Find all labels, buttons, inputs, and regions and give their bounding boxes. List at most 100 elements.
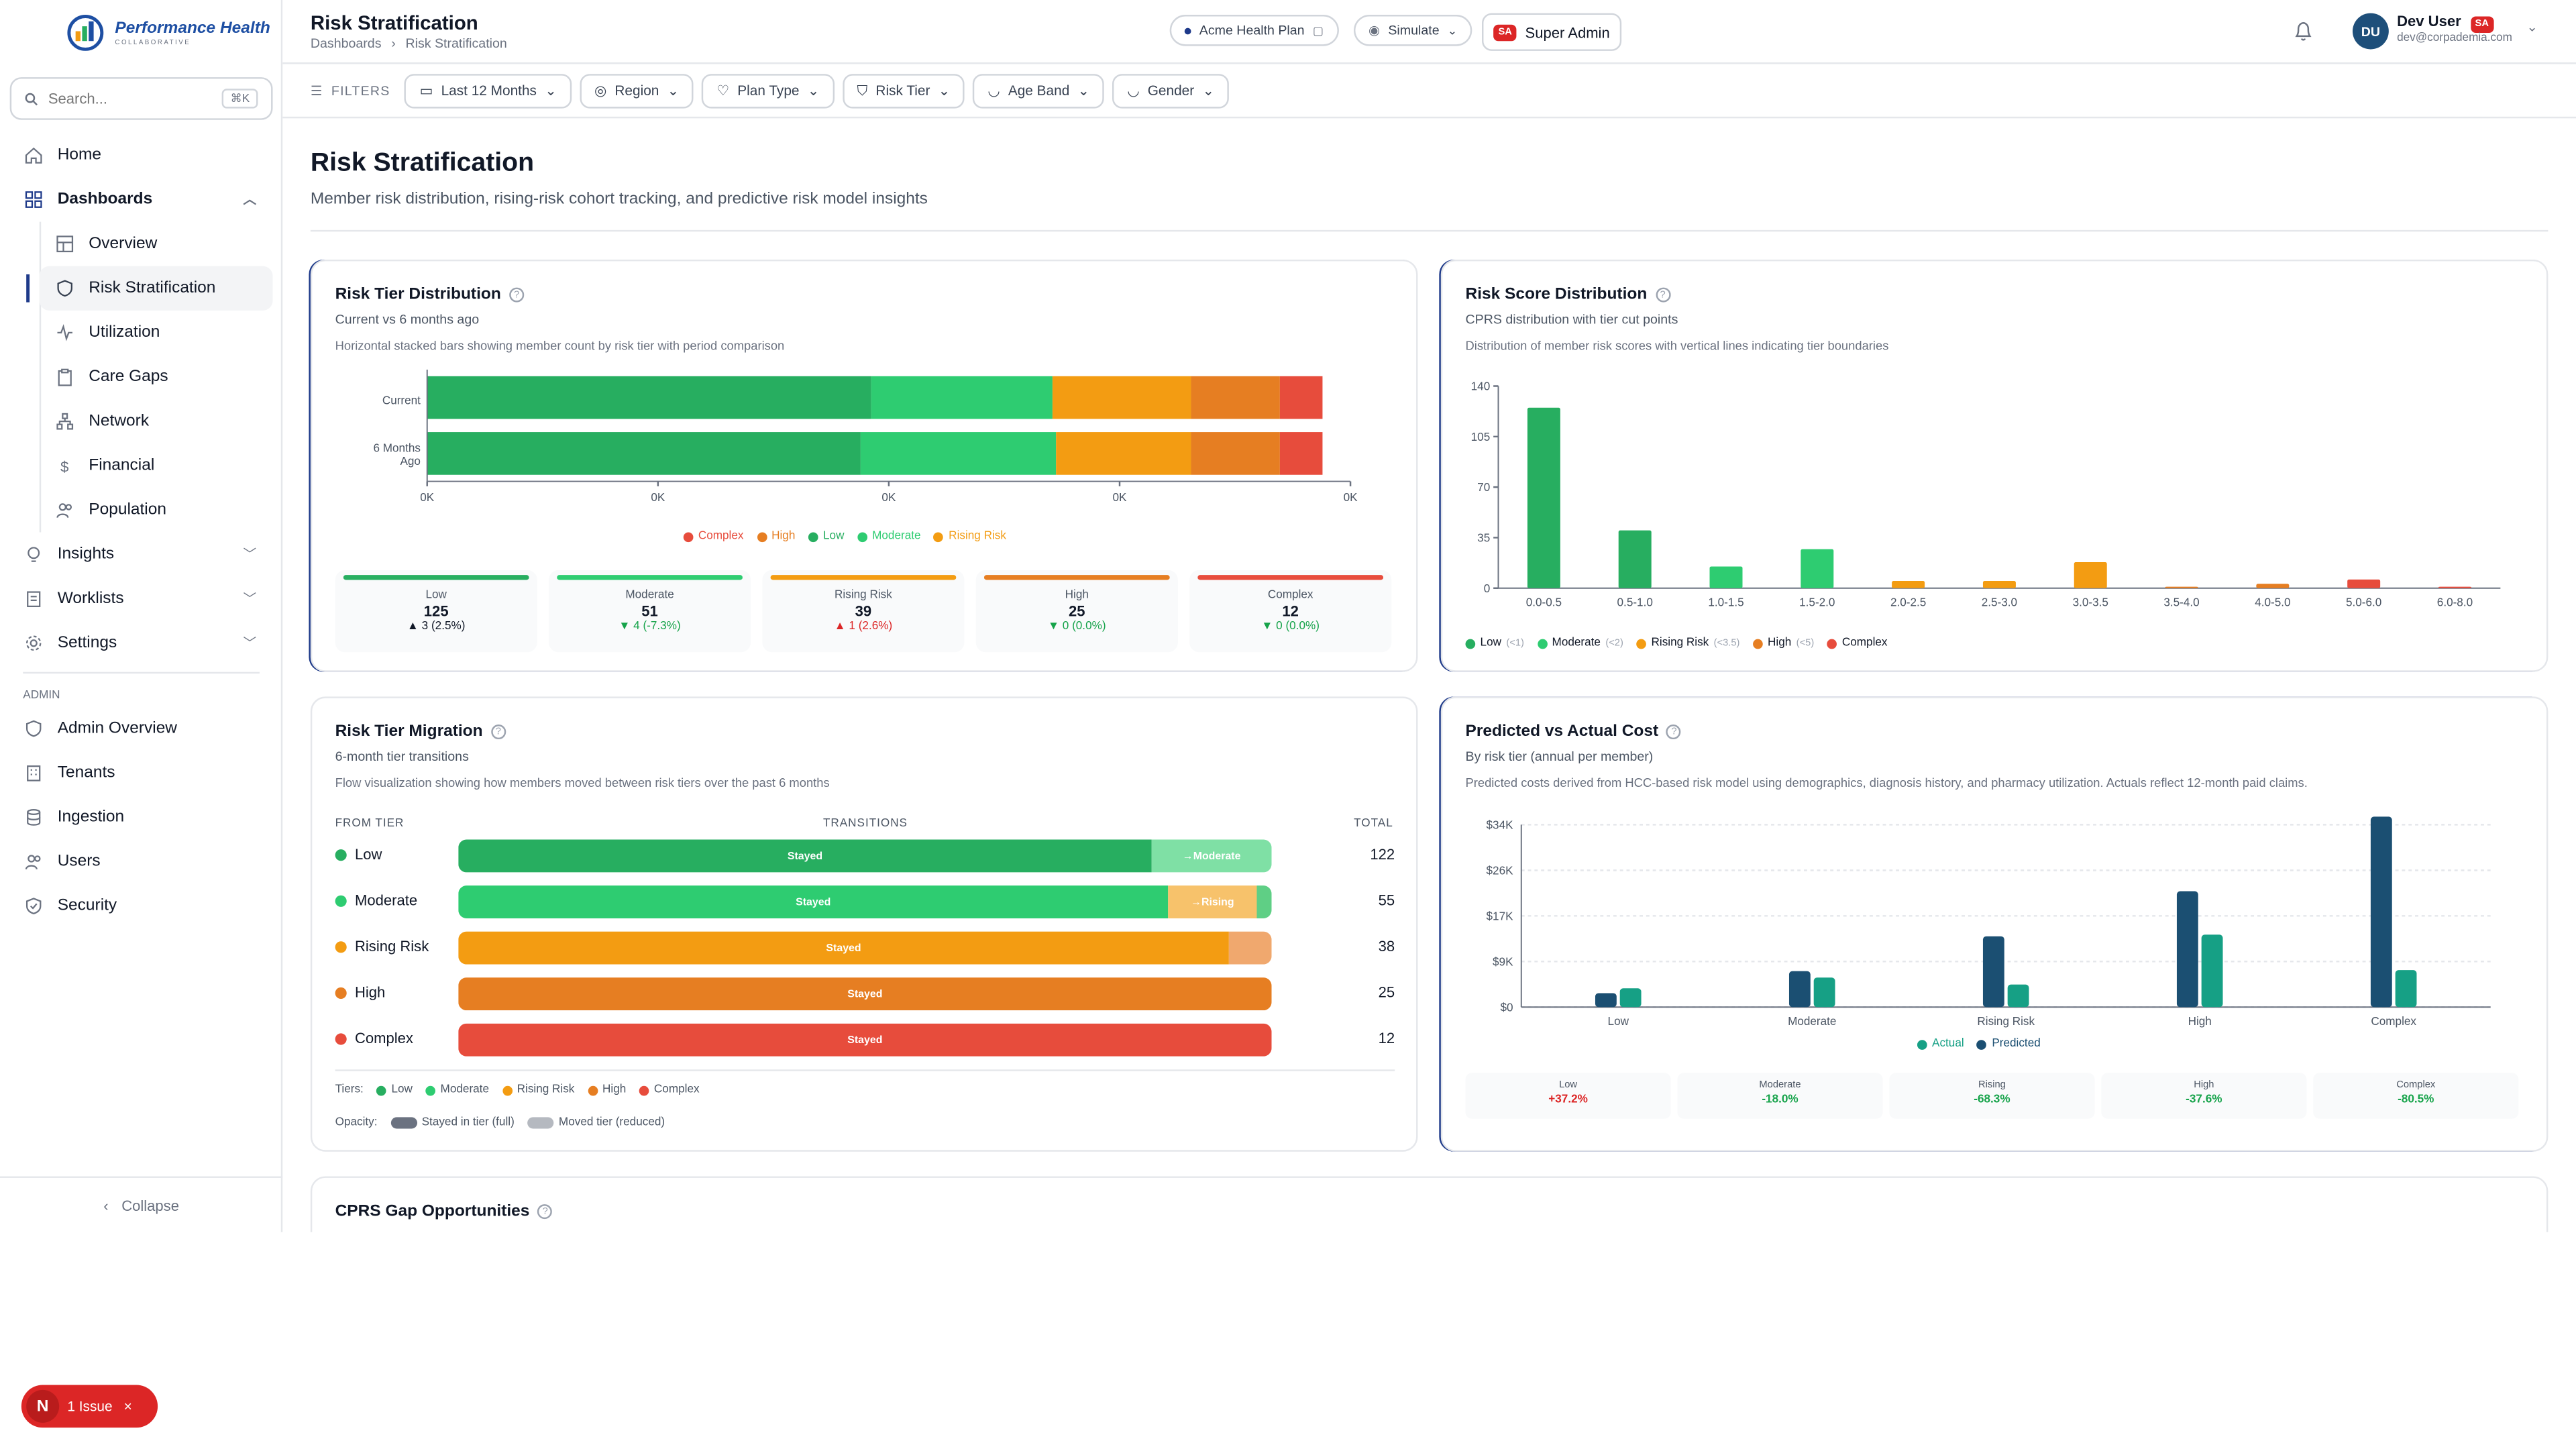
moved-segment[interactable]: →Moderate [1151, 839, 1272, 873]
row-total: 25 [1378, 983, 1395, 1001]
stayed-segment[interactable]: Stayed [458, 977, 1272, 1011]
collapse-label: Collapse [121, 1197, 179, 1214]
sidebar-item-settings[interactable]: Settings ﹀ [0, 621, 282, 665]
sidebar: Performance Health COLLABORATIVE ⌘K Home… [0, 0, 283, 1232]
card-title: Risk Tier Migration? [335, 723, 506, 741]
collapse-button[interactable]: ‹ Collapse [0, 1176, 283, 1232]
home-icon [25, 147, 42, 164]
moved-segment[interactable]: →Rising [1168, 885, 1257, 918]
help-icon[interactable]: ? [537, 1204, 553, 1220]
stat-color-bar [343, 575, 529, 580]
x-tick-label: 3.0-3.5 [2073, 596, 2108, 609]
filter-date-range[interactable]: ▭ Last 12 Months ⌄ [405, 72, 572, 108]
y-tick-label: $17K [1487, 909, 1514, 922]
stayed-segment[interactable]: Stayed [458, 931, 1229, 965]
transition-bar: Stayed [458, 1023, 1272, 1057]
legend-label: Actual [1932, 1038, 1964, 1050]
x-tick-label: 6.0-8.0 [2437, 596, 2473, 609]
sidebar-item-risk-stratification[interactable]: Risk Stratification [26, 266, 273, 311]
breadcrumb: Dashboards › Risk Stratification [311, 36, 507, 51]
stayed-segment[interactable]: Stayed [458, 1023, 1272, 1057]
help-icon[interactable]: ? [509, 287, 525, 303]
sidebar-item-population[interactable]: Population [0, 488, 282, 532]
tier-dot [335, 894, 347, 906]
sidebar-item-network[interactable]: Network [0, 399, 282, 443]
moved-segment[interactable] [1228, 931, 1272, 965]
legend-label: Predicted [1992, 1038, 2041, 1050]
x-tick-label: 0.0-0.5 [1526, 596, 1562, 609]
brand-logo[interactable]: Performance Health COLLABORATIVE [0, 0, 281, 66]
stayed-segment[interactable]: Stayed [458, 839, 1152, 873]
sidebar-item-label: Admin Overview [57, 719, 178, 738]
user-name-row[interactable]: Dev User SA [2397, 13, 2494, 33]
legend-label: Moderate [440, 1084, 489, 1096]
search-input[interactable] [48, 90, 213, 107]
page-title: Risk Stratification [310, 149, 535, 178]
close-icon[interactable]: × [123, 1398, 132, 1415]
bell-icon[interactable] [2294, 19, 2313, 42]
role-badge: SA [1493, 23, 1517, 41]
migration-row-high[interactable]: High Stayed 25 [335, 977, 1395, 1011]
help-icon[interactable]: ? [490, 724, 506, 740]
stat-color-bar [770, 575, 957, 580]
tier-name: Complex [335, 1030, 413, 1046]
migration-row-low[interactable]: Low Stayed →Moderate 122 [335, 839, 1395, 873]
sidebar-item-insights[interactable]: Insights ﹀ [0, 532, 282, 576]
sidebar-item-dashboards[interactable]: Dashboards ︿ [0, 177, 282, 221]
legend-label: Complex [653, 1084, 700, 1096]
sidebar-item-ingestion[interactable]: Ingestion [0, 795, 282, 839]
breadcrumb-dashboards[interactable]: Dashboards [310, 36, 382, 51]
filters-label-text: FILTERS [331, 83, 390, 98]
migration-row-rising-risk[interactable]: Rising Risk Stayed 38 [335, 931, 1395, 965]
chevron-down-icon[interactable]: ﹀ [243, 591, 257, 606]
help-icon[interactable]: ? [1655, 287, 1670, 303]
search-box[interactable]: ⌘K [9, 77, 273, 120]
migration-row-moderate[interactable]: Moderate Stayed →Rising 55 [335, 885, 1395, 918]
chevron-down-icon[interactable]: ﹀ [243, 547, 257, 562]
legend-dot [1827, 638, 1837, 649]
sidebar-item-financial[interactable]: $ Financial [0, 443, 282, 488]
issue-indicator[interactable]: N 1 Issue × [21, 1385, 158, 1428]
filter-label: Last 12 Months [441, 82, 537, 99]
filter-gender[interactable]: ◡ Gender ⌄ [1112, 72, 1229, 108]
filter-age-band[interactable]: ◡ Age Band ⌄ [973, 72, 1105, 108]
sidebar-item-utilization[interactable]: Utilization [0, 311, 282, 355]
chevron-up-icon[interactable]: ︿ [243, 192, 257, 207]
sidebar-item-tenants[interactable]: Tenants [0, 751, 282, 795]
migration-row-complex[interactable]: Complex Stayed 12 [335, 1023, 1395, 1057]
help-icon[interactable]: ? [1666, 724, 1682, 740]
chevron-down-icon[interactable]: ﹀ [243, 635, 257, 651]
tier-name: Rising Risk [335, 938, 429, 955]
role-switcher[interactable]: SA Super Admin [1481, 13, 1621, 51]
sidebar-item-users[interactable]: Users [0, 839, 282, 883]
filter-region[interactable]: ◎ Region ⌄ [579, 72, 694, 108]
legend-dot [683, 531, 694, 541]
simulate-button[interactable]: ◉ Simulate ⌄ [1353, 15, 1472, 46]
bar-segment-high [1191, 376, 1280, 419]
variance-value: -80.5% [2398, 1094, 2434, 1106]
chevron-down-icon[interactable]: ⌄ [2526, 19, 2538, 35]
stat-label: Low [425, 590, 447, 602]
sidebar-item-overview[interactable]: Overview [0, 222, 282, 266]
moved-segment-minor[interactable] [1256, 885, 1272, 918]
stat-color-bar [1197, 575, 1384, 580]
sidebar-item-care-gaps[interactable]: Care Gaps [0, 355, 282, 399]
sidebar-item-worklists[interactable]: Worklists ﹀ [0, 577, 282, 621]
filter-risk-tier[interactable]: ⛉ Risk Tier ⌄ [842, 72, 965, 108]
y-tick-label: $0 [1500, 1000, 1513, 1014]
stayed-segment[interactable]: Stayed [458, 885, 1169, 918]
x-tick-label: Complex [2371, 1014, 2416, 1028]
legend-complex: Complex [1827, 637, 1888, 649]
sidebar-item-security[interactable]: Security [0, 884, 282, 928]
filter-bar: ☰ FILTERS ▭ Last 12 Months ⌄ ◎ Region ⌄ ♡ Pla… [282, 64, 2576, 119]
tier-legend: Complex High Low Moderate Rising Risk [683, 531, 1006, 542]
variance-label: Complex [2396, 1081, 2436, 1091]
plan-selector[interactable]: Acme Health Plan ▢ [1169, 15, 1339, 46]
row-total: 38 [1378, 938, 1395, 955]
sidebar-item-admin-overview[interactable]: Admin Overview [0, 706, 282, 751]
avatar[interactable]: DU [2352, 13, 2389, 50]
sidebar-item-home[interactable]: Home [0, 133, 282, 177]
x-tick-label: 1.5-2.0 [1799, 596, 1835, 609]
filter-plan-type[interactable]: ♡ Plan Type ⌄ [702, 72, 835, 108]
col-total: TOTAL [1354, 818, 1393, 830]
